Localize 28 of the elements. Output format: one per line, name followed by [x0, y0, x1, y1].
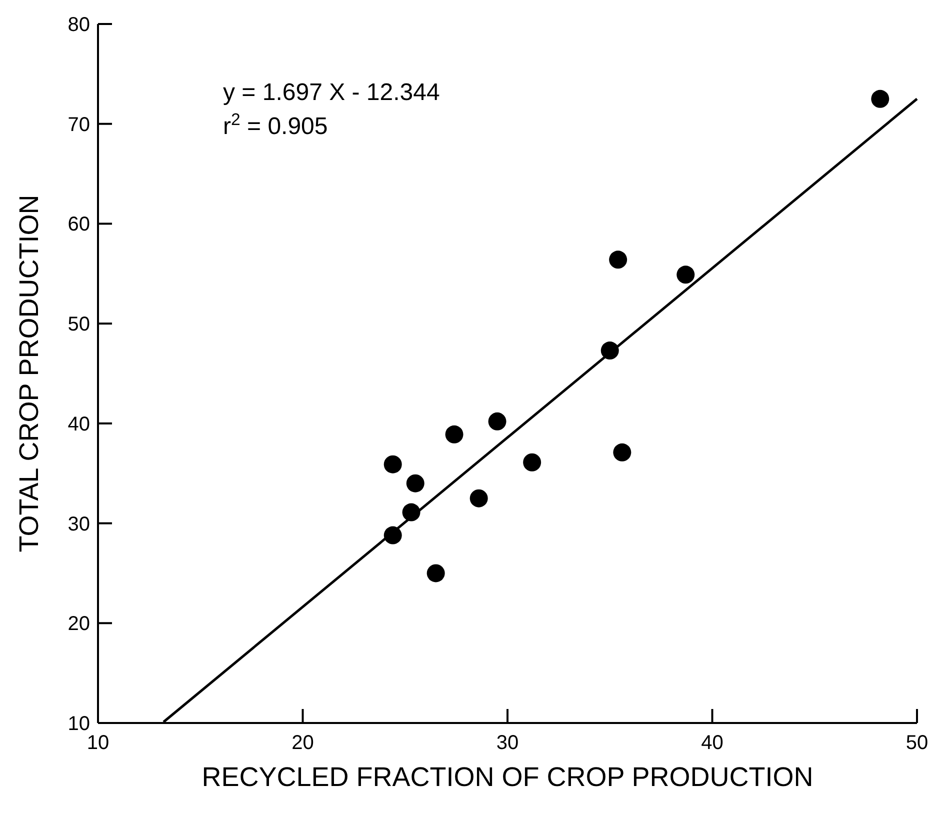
- y-tick-label: 50: [68, 314, 90, 336]
- point: [406, 474, 424, 492]
- x-tick-label: 20: [292, 732, 314, 754]
- point: [871, 90, 890, 108]
- annotation: y = 1.697 X - 12.344: [223, 79, 440, 106]
- annotation: r$^{2}$ = 0.905: [223, 110, 328, 140]
- y-tick-label: 20: [68, 613, 90, 636]
- point: [523, 453, 542, 472]
- point: [609, 250, 628, 269]
- point: [488, 412, 506, 430]
- y-axis-title: TOTAL CROP PRODUCTION: [14, 194, 44, 552]
- point: [470, 489, 488, 508]
- x-tick-label: 40: [701, 732, 724, 754]
- point: [384, 455, 402, 474]
- x-tick-label: 10: [86, 732, 110, 754]
- point: [613, 443, 632, 462]
- point: [426, 564, 445, 582]
- x-tick-label: 50: [906, 732, 928, 754]
- y-tick-label: 60: [68, 214, 90, 236]
- point: [445, 425, 464, 444]
- y-tick-label: 40: [68, 413, 90, 436]
- x-axis-title: RECYCLED FRACTION OF CROP PRODUCTION: [202, 762, 814, 792]
- y-tick-label: 70: [68, 114, 90, 136]
- y-tick-label: 10: [68, 713, 90, 735]
- point: [676, 266, 695, 284]
- y-tick-label: 30: [68, 513, 90, 536]
- y-tick-label: 80: [68, 14, 90, 36]
- x-tick-label: 30: [496, 732, 519, 754]
